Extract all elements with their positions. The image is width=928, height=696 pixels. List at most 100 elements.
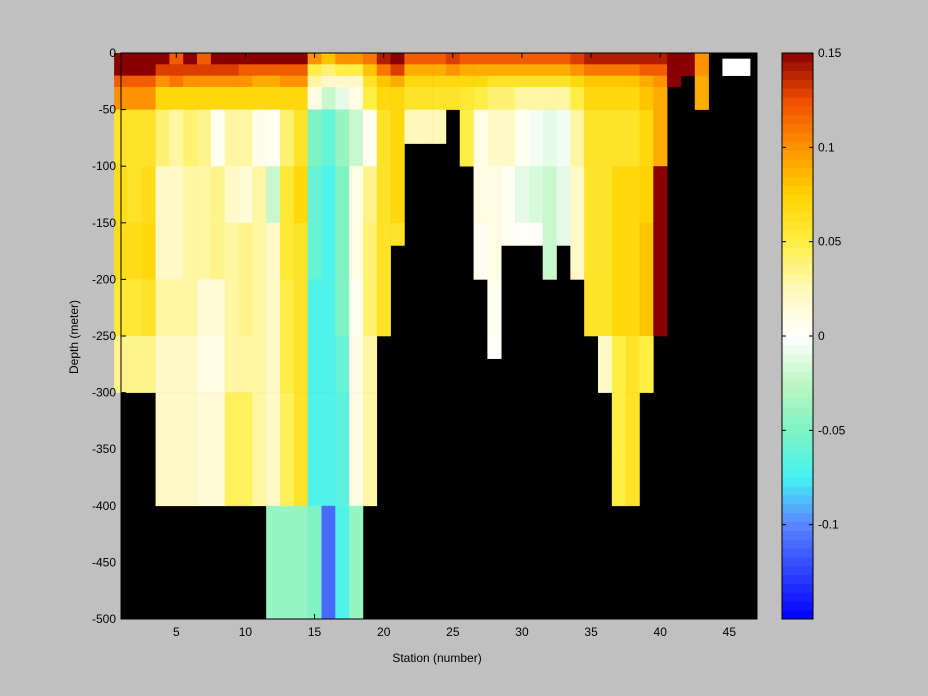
heatmap-cell — [653, 222, 668, 280]
heatmap-cell — [722, 58, 737, 76]
heatmap-cell — [321, 86, 336, 110]
heatmap-cell — [210, 53, 225, 65]
heatmap-cell — [224, 392, 239, 450]
heatmap-cell — [611, 109, 626, 167]
heatmap-cell — [390, 166, 405, 224]
heatmap-cell — [183, 64, 198, 76]
heatmap-cell — [321, 75, 336, 88]
heatmap-cell — [280, 505, 295, 563]
heatmap-cell — [293, 75, 308, 88]
heatmap-cell — [459, 64, 474, 76]
heatmap-cell — [501, 166, 516, 224]
heatmap-cell — [210, 86, 225, 110]
heatmap-cell — [210, 166, 225, 224]
colorbar-swatch — [782, 495, 813, 505]
heatmap-cell — [280, 336, 295, 393]
y-tick-label: -250 — [92, 329, 116, 343]
heatmap-cell — [418, 75, 433, 88]
colorbar-swatch — [782, 238, 813, 248]
heatmap-cell — [252, 53, 267, 65]
colorbar-swatch — [782, 265, 813, 275]
heatmap-cell — [459, 86, 474, 110]
heatmap-cell — [293, 562, 308, 620]
heatmap-cell — [127, 166, 143, 224]
heatmap-cell — [335, 505, 350, 563]
heatmap-cell — [487, 166, 502, 224]
heatmap-cell — [293, 505, 308, 563]
heatmap-cell — [570, 109, 585, 167]
colorbar-swatch — [782, 203, 813, 213]
heatmap-cell — [238, 109, 253, 167]
heatmap-cell — [224, 279, 239, 337]
heatmap-cell — [238, 166, 253, 224]
heatmap-cell — [238, 75, 253, 88]
heatmap-cell — [335, 166, 350, 224]
heatmap-cell — [598, 336, 613, 393]
heatmap-cell — [224, 109, 239, 167]
heatmap-cell — [432, 53, 447, 65]
heatmap-cell — [376, 279, 391, 337]
heatmap-cell — [238, 336, 253, 393]
heatmap-cell — [667, 53, 682, 65]
colorbar-swatch — [782, 274, 813, 284]
heatmap-cell — [432, 64, 447, 76]
heatmap-cell — [127, 64, 143, 76]
colorbar-swatch — [782, 601, 813, 611]
colorbar-swatch — [782, 229, 813, 240]
heatmap-cell — [625, 336, 640, 393]
heatmap-cell — [266, 336, 281, 393]
heatmap-cell — [141, 279, 156, 337]
colorbar-tick-label: -0.05 — [818, 423, 846, 437]
heatmap-cell — [653, 166, 668, 224]
heatmap-cell — [694, 75, 709, 88]
heatmap-cell — [183, 392, 198, 450]
heatmap-cell — [335, 64, 350, 76]
heatmap-cell — [293, 279, 308, 337]
heatmap-cell — [266, 562, 281, 620]
heatmap-cell — [266, 86, 281, 110]
heatmap-cell — [266, 279, 281, 337]
heatmap-cell — [611, 166, 626, 224]
heatmap-cell — [266, 75, 281, 88]
heatmap-cell — [321, 562, 336, 620]
heatmap-cell — [625, 64, 640, 76]
heatmap-cell — [362, 222, 378, 280]
heatmap-cell — [197, 75, 212, 88]
colorbar-swatch — [782, 318, 813, 328]
heatmap-cell — [556, 53, 571, 65]
heatmap-cell — [736, 58, 751, 76]
heatmap-cell — [210, 336, 225, 393]
heatmap-cell — [390, 109, 405, 167]
heatmap-cell — [487, 64, 502, 76]
heatmap-cell — [501, 222, 516, 246]
heatmap-cell — [362, 279, 378, 337]
heatmap-cell — [141, 75, 156, 88]
heatmap-cell — [349, 222, 364, 280]
heatmap-cell — [307, 64, 322, 76]
heatmap-cell — [639, 336, 654, 393]
heatmap-cell — [349, 279, 364, 337]
x-axis-label: Station (number) — [392, 651, 481, 665]
heatmap-cell — [280, 53, 295, 65]
heatmap-cell — [584, 86, 599, 110]
heatmap-cell — [625, 109, 640, 167]
x-tick-label: 15 — [308, 625, 322, 639]
heatmap-cell — [321, 505, 336, 563]
heatmap-cell — [390, 75, 405, 88]
y-tick-label: -500 — [92, 612, 116, 626]
heatmap-cell — [625, 166, 640, 224]
heatmap-cell — [238, 222, 253, 280]
heatmap-cell — [349, 449, 364, 507]
heatmap-cell — [625, 279, 640, 337]
heatmap-cell — [376, 53, 391, 65]
heatmap-cell — [266, 449, 281, 507]
heatmap-cell — [376, 109, 391, 167]
heatmap-cell — [335, 562, 350, 620]
heatmap-cell — [224, 449, 239, 507]
heatmap-cell — [155, 64, 170, 76]
heatmap-cell — [528, 222, 543, 246]
heatmap-cell — [362, 75, 378, 88]
colorbar-swatch — [782, 300, 813, 310]
heatmap-cell — [197, 109, 212, 167]
